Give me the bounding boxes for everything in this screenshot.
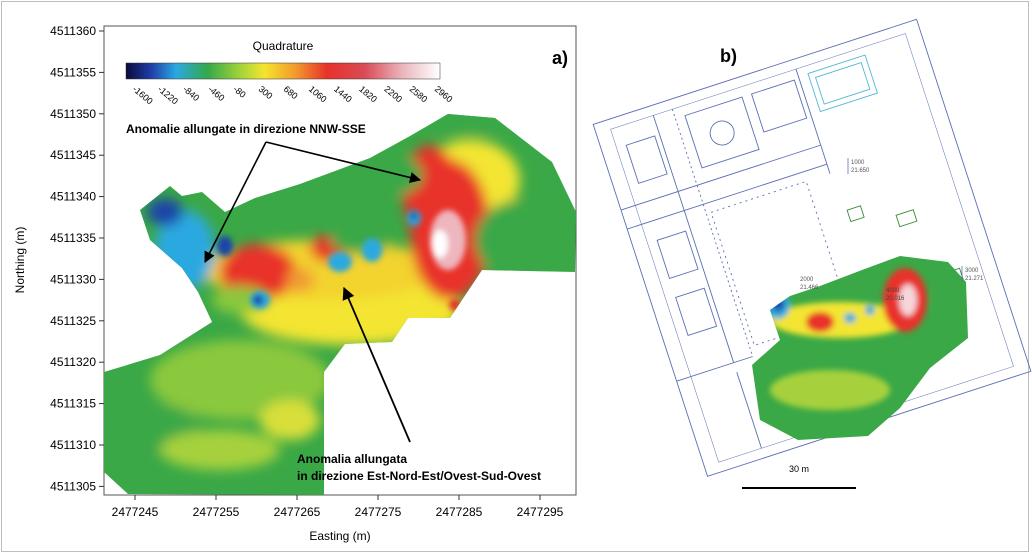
- y-tick-label: 4511345: [50, 148, 96, 162]
- arrow-annotation-right: [265, 141, 422, 184]
- colorbar-title: Quadrature: [253, 39, 314, 53]
- arrow-annotation-left: [204, 141, 267, 263]
- x-axis-ticks: 2477245 2477255 2477265 2477275 2477285 24772…: [112, 495, 564, 519]
- x-tick-label: 2477285: [436, 505, 483, 519]
- y-tick-label: 4511315: [50, 397, 96, 411]
- annotation-nnw-sse: Anomalie allungate in direzione NNW-SSE: [126, 122, 366, 136]
- y-tick-label: 4511325: [50, 314, 96, 328]
- quadrature-map-overlay: [752, 256, 968, 440]
- colorbar: [125, 62, 441, 80]
- y-axis-ticks: 4511360 4511355 4511350 4511345 4511340 45113…: [50, 24, 104, 493]
- benchmark-3000-elevation: 21.271: [965, 276, 984, 282]
- y-tick-label: 4511350: [50, 107, 96, 121]
- y-tick-label: 4511360: [50, 24, 96, 38]
- y-axis-title: Northing (m): [13, 227, 27, 294]
- annotation-bottom-line2: in direzione Est-Nord-Est/Ovest-Sud-Oves…: [297, 469, 541, 483]
- benchmark-2000: 2000 21.466: [800, 277, 819, 291]
- panel-a-label: a): [552, 48, 568, 68]
- x-tick-label: 2477245: [112, 505, 159, 519]
- x-tick-label: 2477275: [355, 505, 402, 519]
- benchmark-3000: 3000 21.271: [961, 266, 984, 282]
- benchmark-4000-id: 4000: [886, 288, 900, 294]
- benchmark-1000-elevation: 21.650: [851, 168, 870, 174]
- scale-bar-label: 30 m: [789, 464, 809, 474]
- y-tick-label: 4511330: [50, 272, 96, 286]
- benchmark-4000: 4000 20.016: [886, 288, 905, 302]
- benchmark-1000: 1000 21.650: [847, 158, 870, 174]
- benchmark-2000-id: 2000: [800, 277, 814, 283]
- panel-a: Quadrature -1600 -1220 -840 -460 -80 300 680 10…: [13, 24, 577, 543]
- benchmark-3000-id: 3000: [965, 268, 979, 274]
- y-tick-label: 4511355: [50, 65, 96, 79]
- x-tick-label: 2477295: [517, 505, 564, 519]
- y-tick-label: 4511305: [50, 479, 96, 493]
- annotation-bottom-line1: Anomalia allungata: [297, 452, 407, 466]
- arrow-annotation-bottom: [342, 286, 411, 443]
- x-tick-label: 2477265: [274, 505, 321, 519]
- x-tick-label: 2477255: [193, 505, 240, 519]
- benchmark-2000-elevation: 21.466: [800, 285, 819, 291]
- y-tick-label: 4511320: [50, 355, 96, 369]
- y-tick-label: 4511335: [50, 231, 96, 245]
- benchmark-1000-id: 1000: [851, 160, 865, 166]
- panel-b: b): [592, 18, 1032, 489]
- panel-b-label: b): [720, 46, 737, 66]
- benchmark-4000-elevation: 20.016: [886, 296, 905, 302]
- x-axis-title: Easting (m): [309, 529, 370, 543]
- y-tick-label: 4511310: [50, 438, 96, 452]
- y-tick-label: 4511340: [50, 190, 96, 204]
